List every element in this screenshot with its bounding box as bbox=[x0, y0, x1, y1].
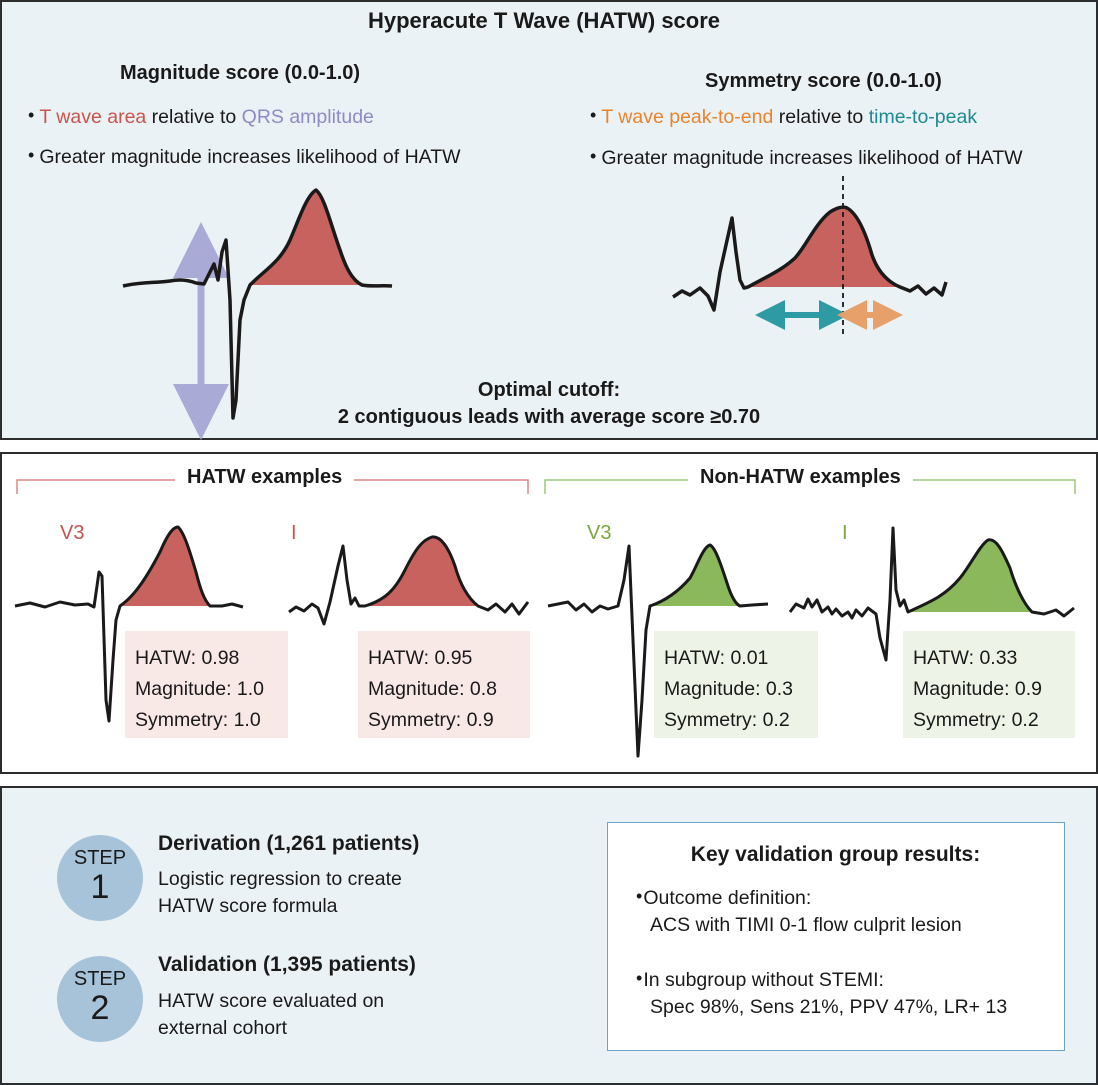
example-3-magnitude: Magnitude: 0.3 bbox=[664, 678, 794, 700]
results-b1-line-2: ACS with TIMI 0-1 flow culprit lesion bbox=[650, 914, 962, 936]
bullet-dot: • bbox=[636, 968, 643, 988]
example-4-magnitude: Magnitude: 0.9 bbox=[913, 678, 1043, 700]
step-2-description: HATW score evaluated on external cohort bbox=[158, 988, 384, 1042]
step-1-desc-line-2: HATW score formula bbox=[158, 895, 338, 917]
magnitude-bullet-1: • T wave area relative to QRS amplitude bbox=[28, 105, 374, 129]
example-2-hatw-score: HATW: 0.95 bbox=[368, 647, 473, 669]
peak-to-end-text: T wave peak-to-end bbox=[601, 106, 774, 128]
example-2-magnitude: Magnitude: 0.8 bbox=[368, 678, 498, 700]
time-to-peak-text: time-to-peak bbox=[868, 106, 978, 128]
magnitude-bullet-2-text: Greater magnitude increases likelihood o… bbox=[39, 146, 461, 168]
results-b2-line-2: Spec 98%, Sens 21%, PPV 47%, LR+ 13 bbox=[650, 996, 1008, 1018]
example-4-lead-label: I bbox=[842, 522, 848, 544]
example-4-hatw-score: HATW: 0.33 bbox=[913, 647, 1018, 669]
t-wave-area-text: T wave area bbox=[39, 106, 147, 128]
example-1-ecg-trace bbox=[14, 525, 244, 723]
example-3-t-wave-fill bbox=[650, 545, 740, 606]
bullet-dot: • bbox=[590, 146, 597, 166]
example-3-score-box: HATW: 0.01 Magnitude: 0.3 Symmetry: 0.2 bbox=[654, 631, 818, 738]
key-results-title: Key validation group results: bbox=[690, 843, 981, 866]
magnitude-ecg-trace bbox=[122, 188, 393, 420]
example-4-t-wave-fill bbox=[908, 539, 1032, 612]
results-bullet-2: •In subgroup without STEMI: Spec 98%, Se… bbox=[636, 967, 1007, 1021]
magnitude-bullet-2: • Greater magnitude increases likelihood … bbox=[28, 145, 461, 169]
step-2-badge: STEP 2 bbox=[57, 956, 143, 1042]
step-2-number: 2 bbox=[90, 989, 110, 1027]
step-1-desc-line-1: Logistic regression to create bbox=[158, 868, 402, 890]
example-2-score-box: HATW: 0.95 Magnitude: 0.8 Symmetry: 0.9 bbox=[358, 631, 530, 738]
qrs-amplitude-text: QRS amplitude bbox=[241, 106, 374, 128]
magnitude-ecg-illustration bbox=[122, 176, 948, 440]
results-b1-line-1: Outcome definition: bbox=[643, 887, 812, 909]
symmetry-ecg-trace bbox=[672, 205, 948, 312]
example-4-score-box: HATW: 0.33 Magnitude: 0.9 Symmetry: 0.2 bbox=[903, 631, 1075, 738]
example-2-symmetry: Symmetry: 0.9 bbox=[368, 709, 494, 731]
bullet-dot: • bbox=[28, 145, 35, 165]
step-2-heading: Validation (1,395 patients) bbox=[158, 953, 416, 976]
example-3-lead-label: V3 bbox=[587, 522, 612, 544]
example-1-score-box: HATW: 0.98 Magnitude: 1.0 Symmetry: 1.0 bbox=[125, 631, 288, 738]
relative-to-text: relative to bbox=[773, 106, 869, 128]
step-1-heading: Derivation (1,261 patients) bbox=[158, 832, 420, 855]
non-hatw-examples-label: Non-HATW examples bbox=[688, 466, 913, 489]
optimal-cutoff: Optimal cutoff: 2 contiguous leads with … bbox=[0, 377, 1098, 431]
step-1-number: 1 bbox=[90, 868, 110, 906]
example-1-hatw-score: HATW: 0.98 bbox=[135, 647, 240, 669]
example-3-ecg-trace bbox=[547, 543, 769, 758]
example-4-symmetry: Symmetry: 0.2 bbox=[913, 709, 1039, 731]
example-1-symmetry: Symmetry: 1.0 bbox=[135, 709, 261, 731]
step-1-description: Logistic regression to create HATW score… bbox=[158, 866, 402, 920]
example-2-t-wave-fill bbox=[365, 536, 478, 606]
example-3-symmetry: Symmetry: 0.2 bbox=[664, 709, 790, 731]
bullet-dot: • bbox=[636, 886, 643, 906]
example-1-lead-label: V3 bbox=[60, 522, 85, 544]
bullet-dot: • bbox=[590, 105, 597, 125]
step-1-word: STEP bbox=[73, 847, 127, 869]
results-b2-line-1: In subgroup without STEMI: bbox=[643, 969, 884, 991]
example-2-lead-label: I bbox=[291, 522, 297, 544]
example-4-ecg-trace bbox=[788, 526, 1075, 662]
symmetry-heading: Symmetry score (0.0-1.0) bbox=[705, 70, 942, 92]
example-2-ecg-trace bbox=[288, 535, 530, 626]
page-title: Hyperacute T Wave (HATW) score bbox=[367, 8, 721, 33]
results-bullet-1: •Outcome definition: ACS with TIMI 0-1 f… bbox=[636, 885, 962, 939]
cutoff-line-2: 2 contiguous leads with average score ≥0… bbox=[337, 406, 761, 428]
step-2-desc-line-1: HATW score evaluated on bbox=[158, 990, 385, 1012]
magnitude-heading: Magnitude score (0.0-1.0) bbox=[120, 62, 361, 84]
step-2-word: STEP bbox=[73, 968, 127, 990]
bullet-dot: • bbox=[28, 105, 35, 125]
key-results-box: Key validation group results: •Outcome d… bbox=[607, 822, 1065, 1051]
symmetry-bullet-1: • T wave peak-to-end relative to time-to-… bbox=[590, 105, 978, 129]
relative-to-text: relative to bbox=[146, 106, 242, 128]
hatw-examples-label: HATW examples bbox=[175, 466, 355, 489]
example-3-hatw-score: HATW: 0.01 bbox=[664, 647, 769, 669]
symmetry-bullet-2-text: Greater magnitude increases likelihood o… bbox=[601, 147, 1023, 169]
symmetry-bullet-2: • Greater magnitude increases likelihood … bbox=[590, 146, 1023, 170]
example-1-magnitude: Magnitude: 1.0 bbox=[135, 678, 265, 700]
cutoff-line-1: Optimal cutoff: bbox=[477, 379, 621, 401]
step-1-badge: STEP 1 bbox=[57, 835, 143, 921]
step-2-desc-line-2: external cohort bbox=[158, 1017, 287, 1039]
